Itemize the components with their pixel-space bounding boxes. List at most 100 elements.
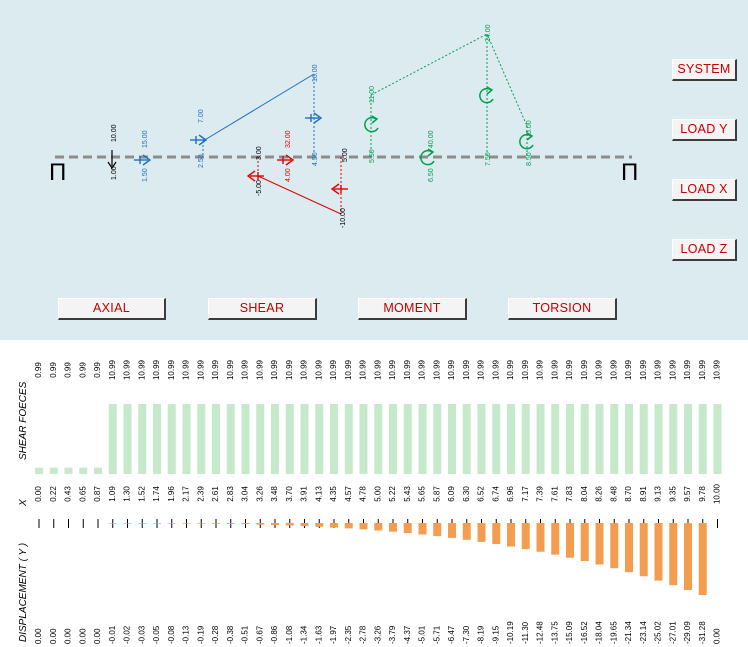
x-tick-label: 1.74 (152, 486, 161, 502)
x-tick-label: 3.48 (270, 486, 279, 502)
displacement-bar (197, 523, 206, 524)
shear-value-label: 10.99 (654, 359, 663, 380)
displacement-value-label: -0.13 (182, 625, 191, 644)
load-x-2-pos: 4.00 (285, 168, 292, 182)
displacement-value-label: -0.19 (196, 625, 205, 644)
axial-load[interactable]: 10.00 1.00 (107, 124, 118, 180)
shear-value-label: 10.99 (565, 359, 574, 380)
shear-bar (49, 467, 58, 474)
displacement-value-label: -0.08 (167, 625, 176, 644)
load-x-1-value: -5.00 (256, 180, 263, 196)
load-y-group: 15.00 1.50 7.00 2.50 16.00 4.50 (134, 64, 323, 182)
displacement-bar (167, 523, 176, 524)
shear-button[interactable]: SHEAR (208, 298, 317, 320)
x-tick-label: 0.87 (93, 486, 102, 502)
displacement-value-label: -0.67 (255, 625, 264, 644)
load-y-arrow-1[interactable]: 15.00 1.50 (134, 130, 152, 182)
axial-value-label: 10.00 (111, 124, 118, 142)
right-support-symbol[interactable]: Π (621, 159, 638, 186)
x-tick-label: 0.00 (34, 486, 43, 502)
displacement-bar (344, 523, 353, 529)
moment-marker-2[interactable]: 40.00 6.50 (420, 130, 435, 182)
displacement-value-label: -9.15 (491, 625, 500, 644)
load-y-button[interactable]: LOAD Y (672, 119, 737, 141)
left-support-symbol[interactable]: Π (49, 159, 66, 186)
displacement-bar (256, 523, 265, 525)
beam-diagram: Π Π 10.00 1.00 15.00 1.50 (49, 24, 638, 228)
axial-button[interactable]: AXIAL (58, 298, 166, 320)
shear-value-label: 0.99 (64, 362, 73, 378)
displacement-series-label: DISPLACEMENT ( Y ) (18, 543, 29, 642)
shear-value-label: 10.99 (447, 359, 456, 380)
moment-1-pos: 5.50 (369, 149, 376, 163)
shear-bar (462, 404, 471, 474)
displacement-value-label: -8.19 (477, 625, 486, 644)
shear-bar (212, 404, 220, 474)
moment-button[interactable]: MOMENT (358, 298, 467, 320)
shear-bar (595, 404, 604, 474)
displacement-value-label: -0.01 (108, 625, 117, 644)
shear-value-label: 10.99 (152, 359, 161, 380)
shear-value-label: 10.99 (624, 359, 633, 380)
moment-marker-1[interactable]: 11.00 5.50 (364, 86, 379, 163)
shear-value-label: 0.99 (49, 362, 58, 378)
torsion-button[interactable]: TORSION (508, 298, 617, 320)
x-tick-label: 6.30 (462, 486, 471, 502)
shear-value-label: 10.99 (196, 359, 205, 380)
shear-value-label: 10.99 (108, 359, 117, 380)
displacement-bar (108, 523, 117, 524)
displacement-value-label: -1.08 (285, 625, 294, 644)
shear-value-label: 10.99 (698, 359, 707, 380)
x-tick-label: 5.00 (373, 486, 382, 502)
shear-bar (389, 404, 397, 474)
load-y-arrow-2[interactable]: 7.00 2.50 (190, 109, 208, 168)
load-z-button[interactable]: LOAD Z (672, 239, 737, 261)
x-tick-label: 9.35 (668, 486, 677, 502)
shear-value-label: 10.99 (123, 359, 132, 380)
displacement-value-label: 0.00 (49, 628, 58, 644)
displacement-value-label: -31.28 (698, 621, 707, 644)
moment-marker-4[interactable]: 5.00 8.50 (519, 120, 534, 166)
load-x-arrow-1[interactable]: -5.00 3.00 (246, 146, 264, 196)
shear-value-label: 10.99 (226, 359, 235, 380)
displacement-bar (330, 523, 338, 528)
displacement-value-label: -29.09 (683, 621, 692, 644)
shear-bar (123, 404, 132, 474)
displacement-bar (566, 523, 574, 558)
x-tick-label: 8.48 (609, 486, 618, 502)
shear-bar (477, 404, 486, 474)
shear-bar (182, 404, 191, 474)
load-y-arrow-3[interactable]: 16.00 4.50 (305, 64, 323, 166)
beam-editor-panel: Π Π 10.00 1.00 15.00 1.50 (0, 0, 748, 341)
shear-value-label: 10.99 (373, 359, 382, 380)
load-x-button[interactable]: LOAD X (672, 179, 737, 201)
load-y-2-pos: 2.50 (198, 154, 205, 168)
displacement-bar (271, 523, 279, 525)
moment-3-value: 24.00 (485, 24, 492, 42)
x-tick-label: 2.17 (182, 486, 191, 502)
x-tick-label: 3.70 (285, 486, 294, 502)
load-x-arrow-3[interactable]: -10.00 5.00 (330, 148, 349, 228)
moment-marker-3[interactable]: 24.00 7.50 (479, 24, 494, 166)
displacement-bar (182, 523, 191, 524)
x-tick-label: 9.13 (654, 486, 663, 502)
displacement-bar (492, 523, 501, 545)
displacement-value-label: -11.30 (521, 621, 530, 644)
displacement-value-label: -12.48 (536, 621, 545, 644)
shear-value-label: 10.99 (388, 359, 397, 380)
displacement-value-label: -19.65 (609, 621, 618, 644)
shear-value-label: 10.99 (595, 359, 604, 380)
x-tick-label: 5.65 (418, 486, 427, 502)
displacement-value-label: -3.79 (388, 625, 397, 644)
system-button[interactable]: SYSTEM (672, 59, 737, 81)
moment-1-value: 11.00 (369, 86, 376, 103)
shear-series-label: SHEAR FOECES (18, 381, 29, 460)
load-x-arrow-2[interactable]: 32.00 4.00 (277, 130, 295, 182)
shear-bar (226, 404, 235, 474)
shear-value-label: 10.99 (403, 359, 412, 380)
displacement-value-label: -0.86 (270, 625, 279, 644)
axial-pos-label: 1.00 (111, 166, 118, 180)
shear-value-label: 10.99 (506, 359, 515, 380)
x-tick-label: 5.87 (432, 486, 441, 502)
x-tick-label: 6.09 (447, 486, 456, 502)
